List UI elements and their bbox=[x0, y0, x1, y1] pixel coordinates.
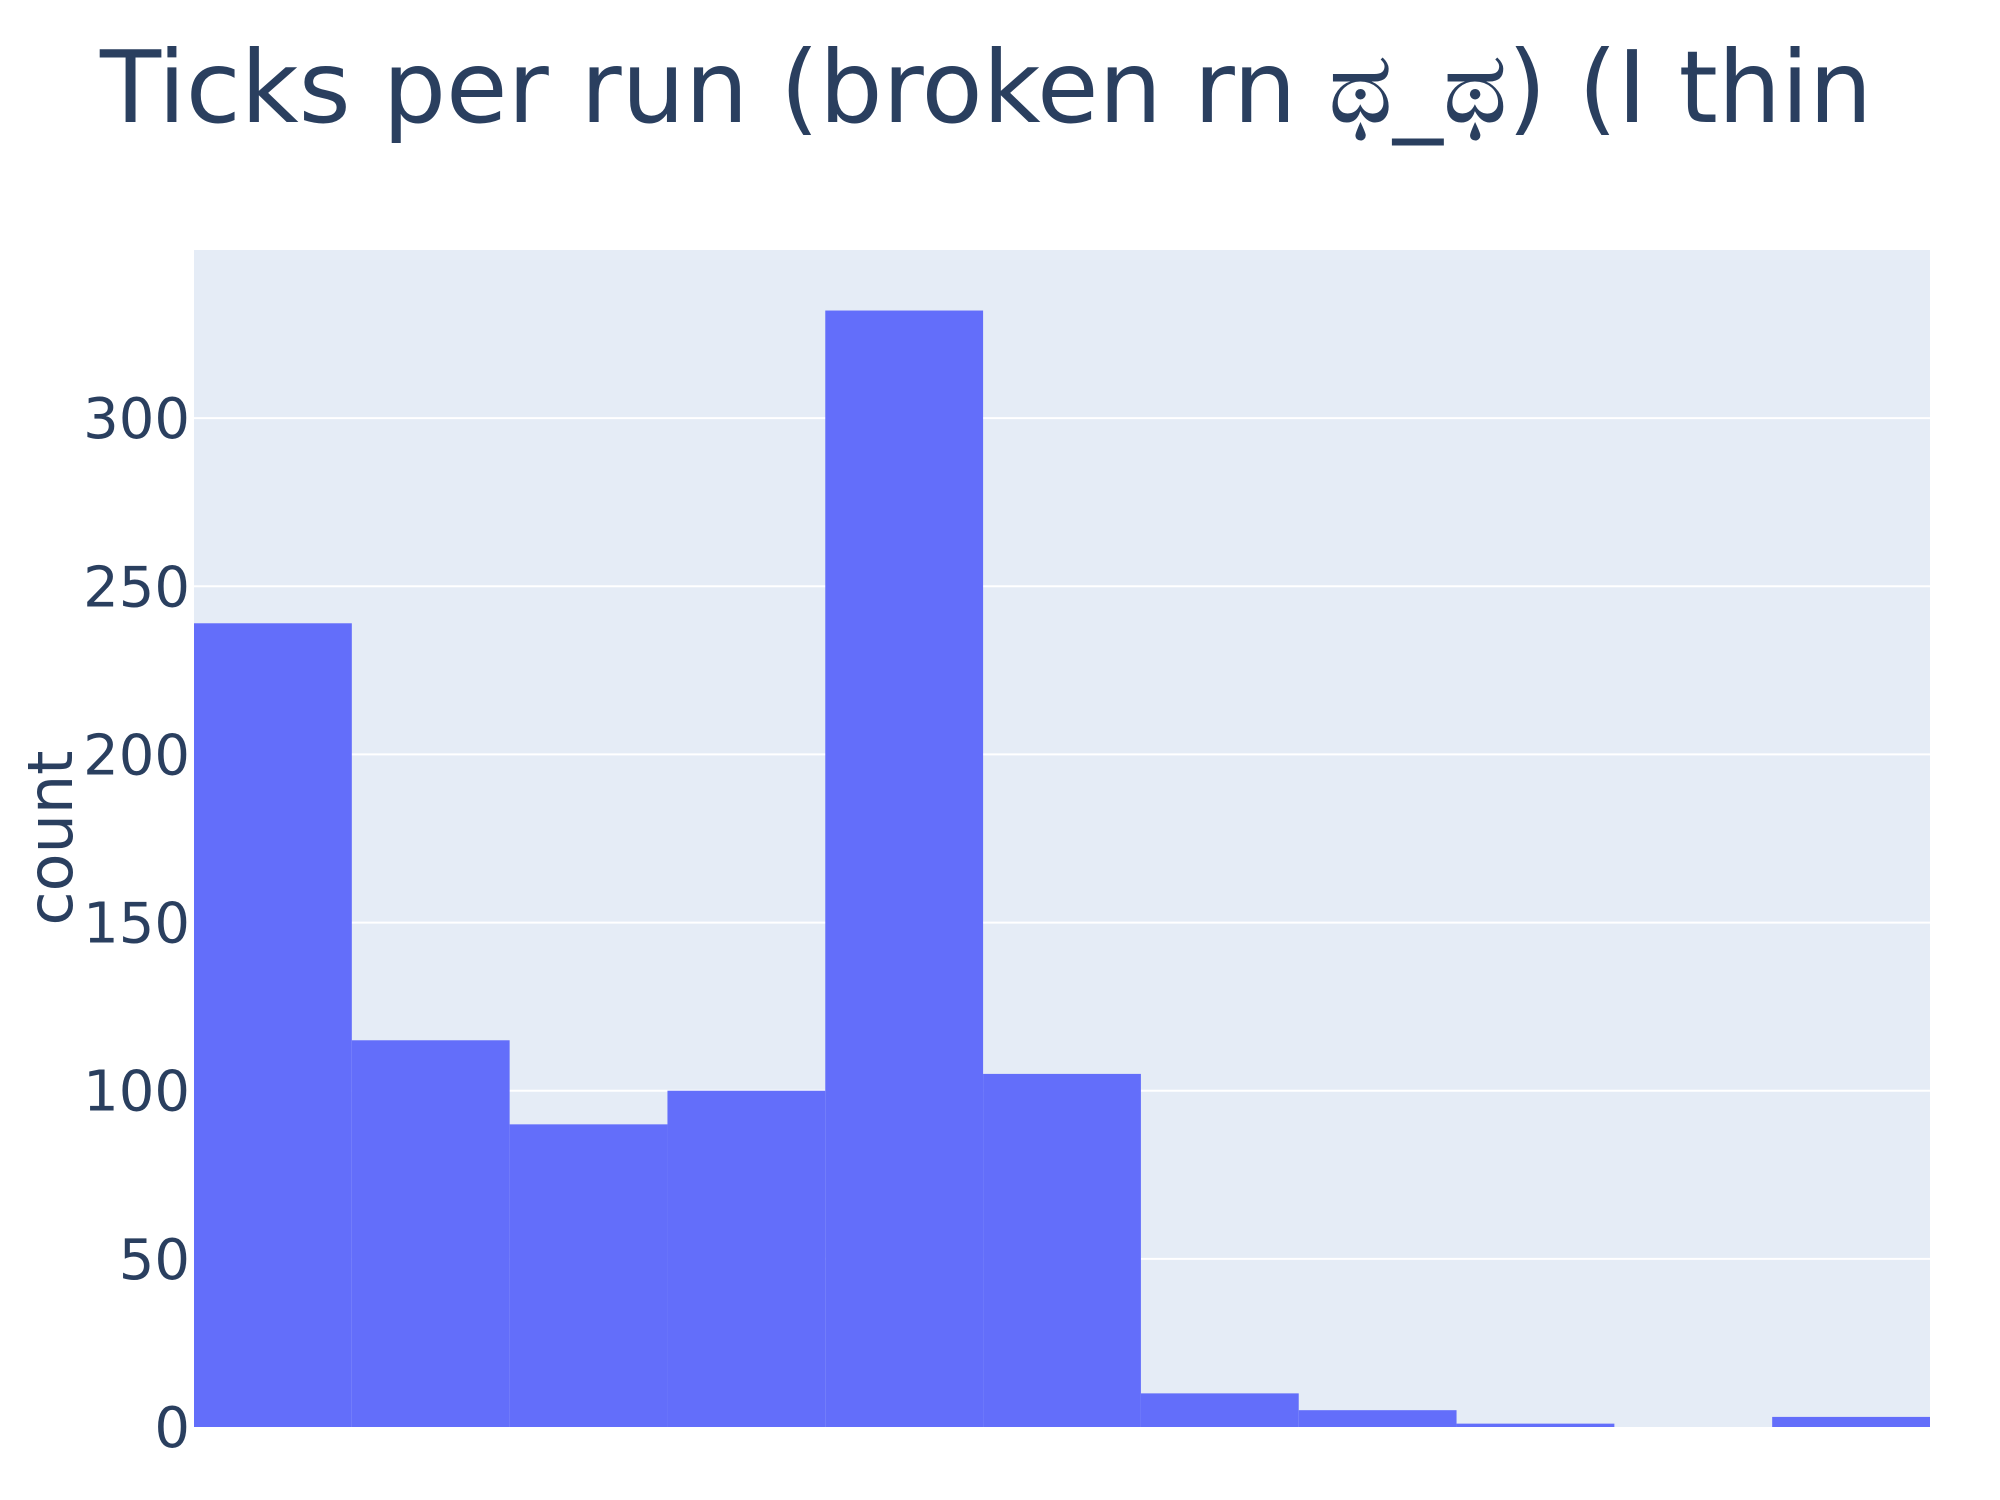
bar-10 bbox=[1772, 1416, 1930, 1427]
y-tick-label-250: 250 bbox=[83, 555, 190, 620]
bar-7 bbox=[1298, 1410, 1457, 1427]
y-tick-label-300: 300 bbox=[83, 387, 190, 452]
bar-6 bbox=[1140, 1393, 1299, 1427]
y-tick-label-200: 200 bbox=[83, 723, 190, 788]
bar-1 bbox=[351, 1040, 510, 1427]
y-tick-label-0: 0 bbox=[154, 1396, 190, 1461]
bar-4 bbox=[825, 310, 984, 1427]
y-tick-label-100: 100 bbox=[83, 1060, 190, 1125]
bar-5 bbox=[983, 1073, 1141, 1427]
y-tick-label-150: 150 bbox=[83, 892, 190, 957]
bar-3 bbox=[667, 1090, 826, 1427]
y-tick-label-50: 50 bbox=[119, 1228, 190, 1293]
bar-0 bbox=[194, 623, 352, 1427]
bars bbox=[194, 310, 1930, 1427]
bar-2 bbox=[509, 1124, 668, 1427]
y-axis-ticks: 0 50 100 150 200 250 300 bbox=[83, 387, 190, 1461]
y-axis-title: count bbox=[14, 751, 87, 926]
bar-8 bbox=[1456, 1423, 1615, 1427]
chart-title: Ticks per run (broken rn ಥ_ಥ) (I thin bbox=[99, 29, 1872, 146]
